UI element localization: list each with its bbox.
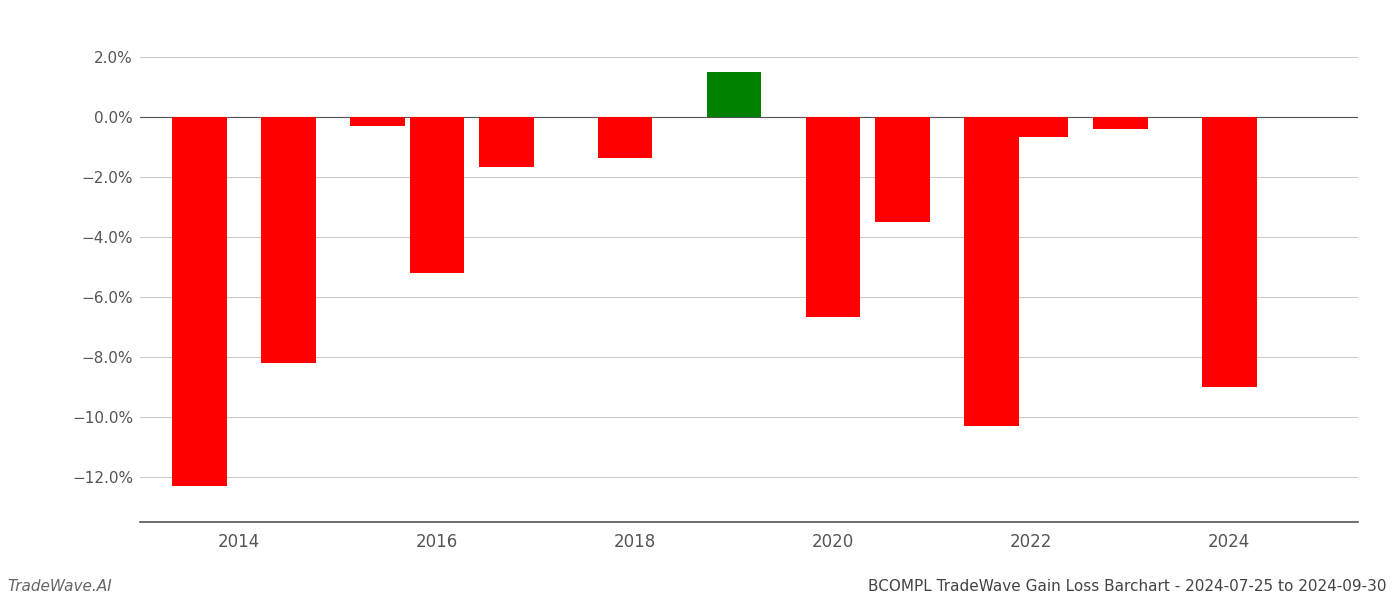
Bar bbox=[410, 117, 465, 273]
Bar bbox=[598, 117, 652, 157]
Bar bbox=[707, 72, 762, 117]
Text: BCOMPL TradeWave Gain Loss Barchart - 2024-07-25 to 2024-09-30: BCOMPL TradeWave Gain Loss Barchart - 20… bbox=[868, 579, 1386, 594]
Bar bbox=[806, 117, 861, 317]
Bar bbox=[1093, 117, 1148, 129]
Bar bbox=[479, 117, 533, 166]
Bar bbox=[350, 117, 405, 126]
Text: TradeWave.AI: TradeWave.AI bbox=[7, 579, 112, 594]
Bar bbox=[262, 117, 316, 363]
Bar bbox=[875, 117, 930, 222]
Bar bbox=[965, 117, 1019, 426]
Bar bbox=[1203, 117, 1257, 387]
Bar bbox=[172, 117, 227, 486]
Bar bbox=[1014, 117, 1068, 136]
